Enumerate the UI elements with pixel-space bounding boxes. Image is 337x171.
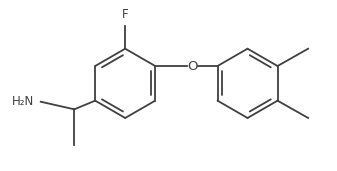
Text: F: F — [122, 8, 128, 21]
Text: O: O — [187, 60, 197, 73]
Text: H₂N: H₂N — [12, 95, 34, 108]
